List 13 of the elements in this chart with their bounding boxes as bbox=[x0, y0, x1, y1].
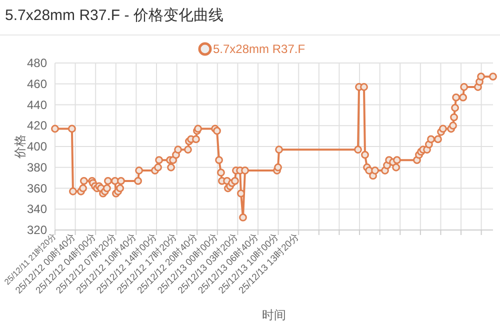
y-tick-label: 380 bbox=[26, 160, 48, 174]
y-axis-title: 价格 bbox=[13, 134, 27, 160]
y-tick-label: 400 bbox=[26, 140, 48, 154]
y-tick-label: 320 bbox=[26, 223, 48, 237]
y-tick-label: 360 bbox=[26, 181, 48, 196]
chart-title: 5.7x28mm R37.F - 价格变化曲线 bbox=[5, 7, 224, 24]
legend-label: 5.7x28mm R37.F bbox=[213, 42, 306, 56]
y-tick-label: 340 bbox=[26, 202, 48, 216]
y-tick-label: 420 bbox=[26, 118, 48, 133]
y-tick-label: 440 bbox=[26, 98, 48, 112]
y-tick-label: 460 bbox=[26, 76, 48, 91]
y-tick-label: 480 bbox=[26, 56, 48, 70]
x-axis-title: 时间 bbox=[262, 308, 286, 322]
